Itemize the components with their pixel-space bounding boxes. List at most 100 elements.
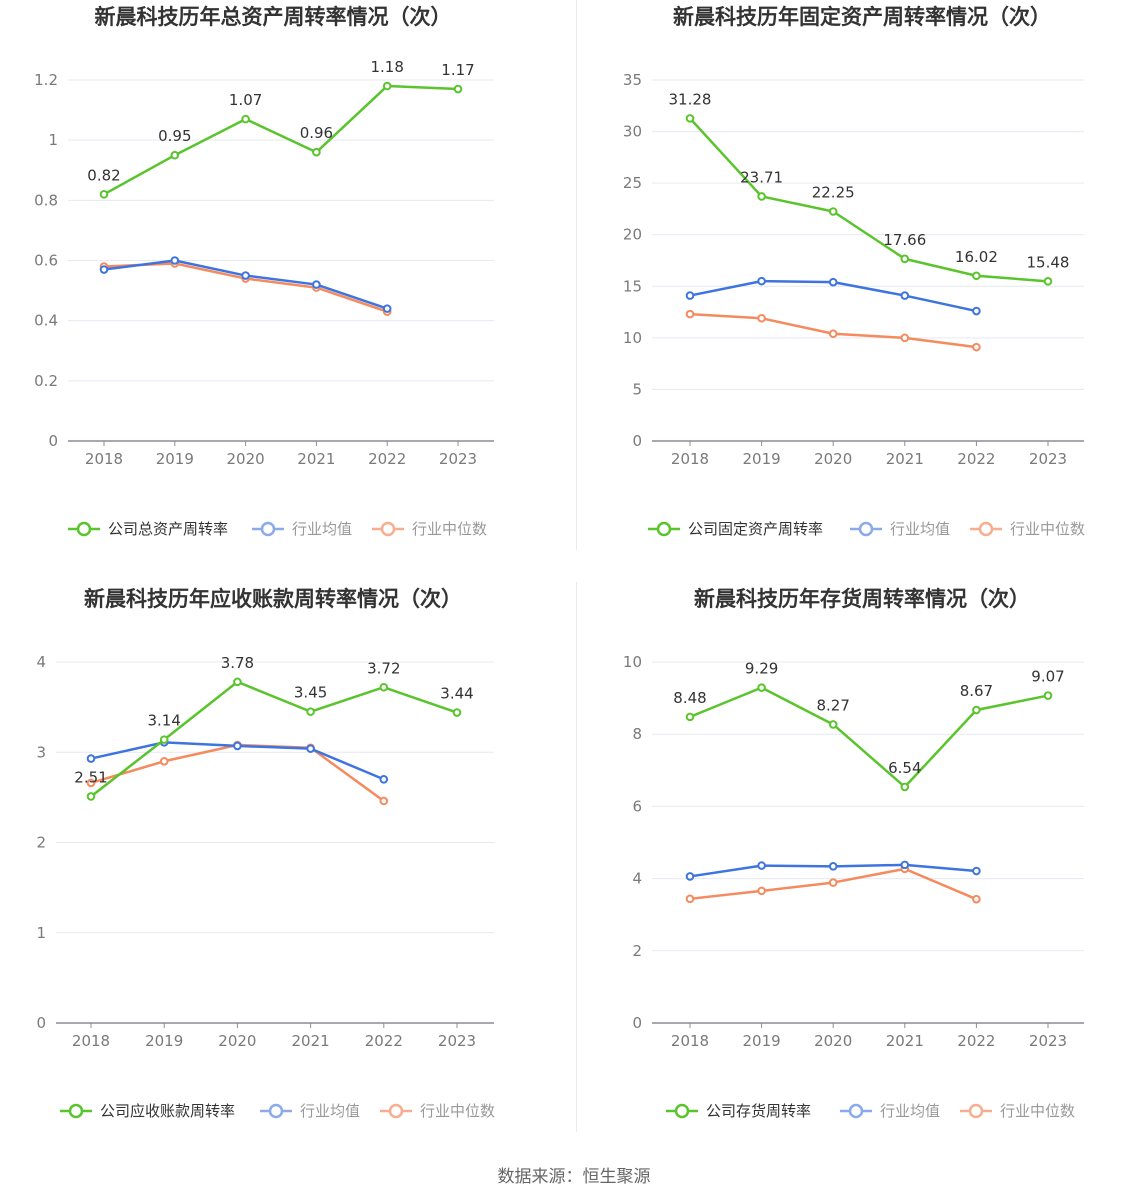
x-tick-label: 2023 — [1029, 450, 1067, 468]
company-point — [900, 782, 910, 792]
x-tick-label: 2019 — [156, 450, 194, 468]
industry-avg-point — [99, 265, 109, 274]
x-tick-label: 2018 — [671, 450, 709, 468]
y-tick-label: 4 — [632, 870, 642, 888]
x-tick-label: 2019 — [743, 450, 781, 468]
industry-avg-point — [382, 304, 392, 313]
data-label: 6.54 — [888, 759, 921, 777]
industry-avg-point — [306, 744, 315, 753]
legend-marker — [674, 1103, 690, 1119]
y-tick-label: 0 — [632, 1014, 642, 1032]
industry-median-point — [828, 329, 838, 339]
y-tick-label: 0 — [36, 1014, 46, 1032]
legend-label: 行业中位数 — [420, 1102, 495, 1120]
x-tick-label: 2022 — [368, 450, 406, 468]
company-point — [86, 792, 96, 801]
data-label: 16.02 — [955, 248, 998, 266]
x-tick-label: 2020 — [227, 450, 265, 468]
legend-label: 行业均值 — [880, 1102, 940, 1120]
industry-avg-point — [972, 866, 981, 876]
company-point — [453, 84, 463, 94]
panel-divider-top — [576, 0, 577, 550]
industry-avg-series-line — [103, 259, 388, 310]
industry-avg-point — [685, 872, 695, 881]
legend-label: 公司存货周转率 — [706, 1102, 811, 1120]
industry-median-series-line — [90, 743, 385, 802]
data-label: 3.72 — [367, 659, 400, 677]
industry-median-point — [972, 342, 981, 352]
y-tick-label: 0.6 — [34, 252, 58, 270]
y-tick-label: 1.2 — [34, 71, 58, 89]
industry-median-point — [972, 894, 981, 904]
industry-avg-point — [233, 741, 242, 751]
y-tick-label: 20 — [623, 226, 642, 244]
data-label: 1.18 — [370, 58, 403, 76]
y-tick-label: 0 — [48, 432, 58, 450]
legend-item-company: 公司固定资产周转率 — [648, 520, 823, 538]
company-point — [757, 683, 766, 692]
y-tick-label: 3 — [36, 743, 46, 761]
data-label: 1.17 — [441, 61, 474, 79]
y-tick-label: 0 — [632, 432, 642, 450]
industry-avg-point — [828, 862, 838, 871]
y-tick-label: 30 — [623, 123, 642, 141]
chart-title: 新晨科技历年总资产周转率情况（次） — [95, 5, 452, 29]
legend-label: 行业均值 — [300, 1102, 360, 1120]
y-tick-label: 4 — [36, 653, 46, 671]
legend-marker — [848, 1103, 864, 1119]
data-label: 9.29 — [745, 660, 778, 678]
industry-median-point — [757, 886, 766, 896]
data-label: 0.95 — [158, 127, 191, 145]
industry-median-point — [159, 756, 169, 766]
y-tick-label: 15 — [623, 277, 642, 295]
x-tick-label: 2018 — [671, 1032, 709, 1050]
y-tick-label: 8 — [632, 725, 642, 743]
data-label: 31.28 — [669, 90, 712, 108]
data-label: 8.27 — [816, 696, 849, 714]
industry-median-point — [757, 313, 766, 323]
legend-label: 行业中位数 — [1010, 520, 1085, 538]
company-series-line — [103, 84, 459, 196]
industry-avg-point — [86, 754, 96, 763]
industry-avg-point — [900, 291, 910, 300]
company-point — [233, 677, 242, 687]
company-point — [972, 705, 981, 715]
y-tick-label: 2 — [632, 942, 642, 960]
y-tick-label: 6 — [632, 797, 642, 815]
x-tick-label: 2022 — [365, 1032, 403, 1050]
data-label: 0.82 — [87, 166, 120, 184]
company-point — [241, 114, 250, 124]
legend-label: 行业均值 — [292, 520, 352, 538]
x-tick-label: 2019 — [145, 1032, 183, 1050]
legend-marker — [978, 521, 994, 537]
total-asset-turnover-chart: 新晨科技历年总资产周转率情况（次） 0 0.2 0.4 0.6 0.8 1 1.2 2018 20… — [34, 5, 494, 538]
x-tick-label: 2023 — [439, 450, 477, 468]
y-tick-label: 0.4 — [34, 312, 58, 330]
chart-title: 新晨科技历年存货周转率情况（次） — [694, 587, 1030, 611]
legend-label: 公司固定资产周转率 — [688, 520, 823, 538]
company-point — [170, 150, 180, 160]
data-label: 8.48 — [673, 689, 706, 707]
industry-avg-point — [972, 306, 981, 316]
industry-median-point — [685, 894, 695, 904]
legend-label: 公司总资产周转率 — [108, 520, 228, 538]
legend-marker — [656, 521, 672, 537]
data-label: 9.07 — [1031, 668, 1064, 686]
panel-divider-bottom — [576, 582, 577, 1132]
industry-median-point — [379, 796, 389, 806]
chart-title: 新晨科技历年固定资产周转率情况（次） — [673, 5, 1051, 29]
y-tick-label: 0.2 — [34, 372, 58, 390]
y-tick-label: 2 — [36, 834, 46, 852]
company-point — [452, 708, 462, 717]
legend-marker — [68, 1103, 84, 1119]
legend-item-industry-median: 行业中位数 — [372, 520, 487, 538]
legend-item-industry-avg: 行业均值 — [260, 1102, 360, 1120]
fixed-asset-turnover-chart: 新晨科技历年固定资产周转率情况（次） 0 5 10 15 20 25 30 35 2018 2019… — [623, 5, 1085, 538]
legend-label: 行业均值 — [890, 520, 950, 538]
legend-label: 公司应收账款周转率 — [100, 1102, 235, 1120]
x-tick-label: 2022 — [957, 450, 995, 468]
company-point — [382, 81, 392, 91]
legend-item-company: 公司存货周转率 — [666, 1102, 811, 1120]
data-label: 1.07 — [229, 91, 262, 109]
company-point — [972, 271, 981, 281]
